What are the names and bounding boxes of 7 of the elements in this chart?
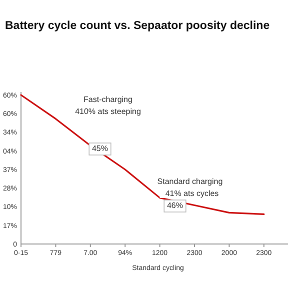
annotation: 45% [92,144,108,153]
annotation: 41% ats cycles [165,189,219,198]
chart-title: Battery cycle count vs. Sepaator poosity decline [5,20,270,32]
annotation: Fast-charging [84,95,132,104]
annotation: 410% ats steeping [75,107,141,116]
annotation: Standard charging [157,177,223,186]
annotation: 46% [166,201,184,210]
